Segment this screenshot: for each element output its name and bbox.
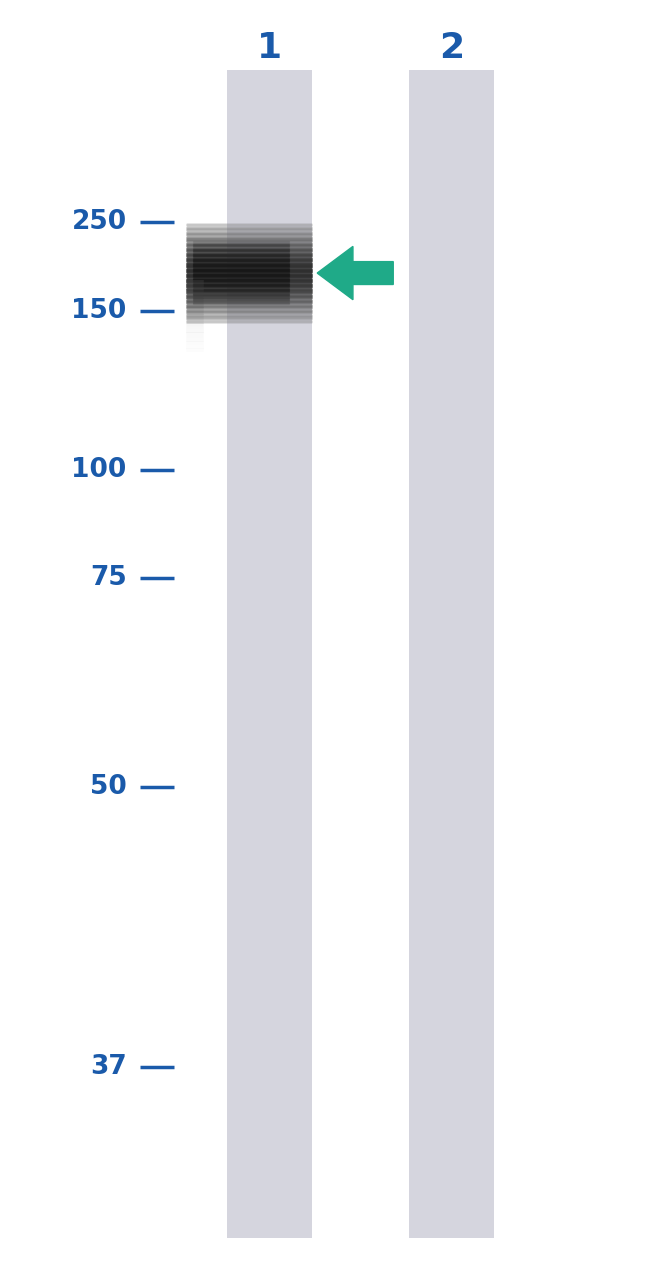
Text: 250: 250 bbox=[72, 210, 127, 235]
Bar bbox=[410, 70, 494, 1238]
FancyArrow shape bbox=[317, 246, 393, 300]
Text: 1: 1 bbox=[257, 32, 282, 65]
Text: 2: 2 bbox=[439, 32, 464, 65]
Bar bbox=[227, 70, 312, 1238]
Text: 75: 75 bbox=[90, 565, 127, 591]
Text: 37: 37 bbox=[90, 1054, 127, 1080]
Text: 100: 100 bbox=[72, 457, 127, 483]
Text: 50: 50 bbox=[90, 775, 127, 800]
Text: 150: 150 bbox=[72, 298, 127, 324]
